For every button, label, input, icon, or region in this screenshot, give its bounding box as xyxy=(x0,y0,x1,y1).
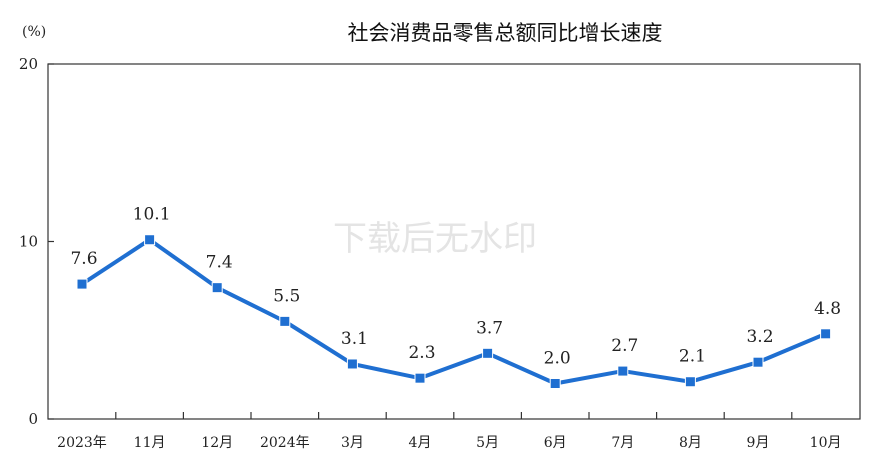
data-point xyxy=(549,378,561,389)
data-label: 7.4 xyxy=(206,253,233,273)
x-tick-label: 3月 xyxy=(341,435,364,451)
data-point xyxy=(482,347,494,359)
y-tick-label: 0 xyxy=(28,410,38,428)
data-labels: 7.6 10.1 7.4 5.5 3.1 2.3 3.7 2.0 2.7 2.1 3.2 4.8 xyxy=(70,205,841,369)
data-point xyxy=(752,356,764,368)
data-label: 10.1 xyxy=(133,205,171,225)
data-label: 3.1 xyxy=(341,329,368,349)
data-point xyxy=(211,282,223,294)
data-label: 4.8 xyxy=(814,299,841,319)
series-line xyxy=(80,237,827,386)
x-tick-label: 2024年 xyxy=(260,435,310,451)
y-tick-label: 20 xyxy=(19,55,38,73)
x-tick-label: 5月 xyxy=(476,435,499,451)
x-axis: 2023年 11月 12月 2024年 3月 4月 5月 6月 7月 8月 9月 10月 xyxy=(57,412,842,451)
data-point xyxy=(820,328,832,340)
y-tick-label: 10 xyxy=(19,233,38,251)
y-axis: 0 10 20 xyxy=(19,55,54,428)
data-point xyxy=(414,372,426,384)
x-tick-label: 12月 xyxy=(201,435,233,451)
x-tick-label: 2023年 xyxy=(57,435,107,451)
x-tick-label: 11月 xyxy=(134,435,166,451)
x-tick-label: 7月 xyxy=(611,435,634,451)
data-label: 2.7 xyxy=(611,336,638,356)
data-label: 2.1 xyxy=(679,347,706,367)
chart-title: 社会消费品零售总额同比增长速度 xyxy=(348,21,663,45)
data-label: 7.6 xyxy=(70,249,97,269)
data-point xyxy=(144,234,156,246)
x-tick-label: 10月 xyxy=(810,435,842,451)
data-label: 3.7 xyxy=(476,318,503,338)
x-tick-label: 4月 xyxy=(409,435,432,451)
data-label: 2.0 xyxy=(544,349,571,369)
data-point xyxy=(279,315,291,327)
x-tick-label: 6月 xyxy=(544,435,567,451)
x-tick-label: 9月 xyxy=(747,435,770,451)
x-tick-label: 8月 xyxy=(679,435,702,451)
data-label: 3.2 xyxy=(746,327,773,347)
watermark-text: 下载后无水印 xyxy=(333,219,537,259)
data-label: 5.5 xyxy=(273,286,300,306)
series-points xyxy=(76,234,832,389)
data-point xyxy=(76,278,88,290)
data-point xyxy=(346,358,358,370)
data-point xyxy=(684,376,696,388)
data-label: 2.3 xyxy=(408,343,435,363)
data-point xyxy=(617,365,629,377)
y-unit-label: (%) xyxy=(22,24,46,40)
